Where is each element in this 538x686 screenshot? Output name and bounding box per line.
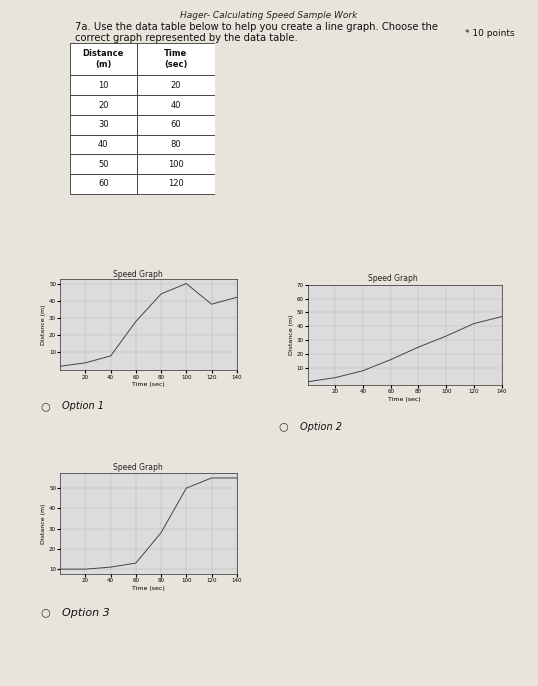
FancyBboxPatch shape xyxy=(137,174,215,194)
Text: * 10 points: * 10 points xyxy=(465,29,515,38)
Text: ○: ○ xyxy=(279,422,288,431)
FancyBboxPatch shape xyxy=(70,43,137,75)
Text: 20: 20 xyxy=(171,81,181,90)
Text: 60: 60 xyxy=(171,120,181,129)
X-axis label: Time (sec): Time (sec) xyxy=(388,397,421,402)
Text: correct graph represented by the data table.: correct graph represented by the data ta… xyxy=(75,33,298,43)
Text: Hager- Calculating Speed Sample Work: Hager- Calculating Speed Sample Work xyxy=(180,11,358,20)
Text: Option 2: Option 2 xyxy=(300,422,342,431)
FancyBboxPatch shape xyxy=(70,95,137,115)
Text: Option 1: Option 1 xyxy=(62,401,104,411)
FancyBboxPatch shape xyxy=(137,95,215,115)
Text: 50: 50 xyxy=(98,160,109,169)
Text: Time
(sec): Time (sec) xyxy=(164,49,188,69)
Text: Speed Graph: Speed Graph xyxy=(113,463,162,472)
Text: 60: 60 xyxy=(98,180,109,189)
Text: 80: 80 xyxy=(171,140,181,149)
FancyBboxPatch shape xyxy=(137,115,215,134)
Y-axis label: Distance (m): Distance (m) xyxy=(288,315,294,355)
Text: Distance
(m): Distance (m) xyxy=(83,49,124,69)
Y-axis label: Distance (m): Distance (m) xyxy=(41,305,46,345)
Text: ○: ○ xyxy=(40,401,50,411)
FancyBboxPatch shape xyxy=(70,154,137,174)
Text: 40: 40 xyxy=(171,101,181,110)
Text: 20: 20 xyxy=(98,101,109,110)
X-axis label: Time (sec): Time (sec) xyxy=(132,382,165,388)
Text: Option 3: Option 3 xyxy=(62,608,110,617)
FancyBboxPatch shape xyxy=(137,75,215,95)
X-axis label: Time (sec): Time (sec) xyxy=(132,586,165,591)
FancyBboxPatch shape xyxy=(70,174,137,194)
Text: 100: 100 xyxy=(168,160,184,169)
FancyBboxPatch shape xyxy=(70,134,137,154)
FancyBboxPatch shape xyxy=(137,134,215,154)
Text: 10: 10 xyxy=(98,81,109,90)
Text: 40: 40 xyxy=(98,140,109,149)
Text: ○: ○ xyxy=(40,608,50,617)
Text: 7a. Use the data table below to help you create a line graph. Choose the: 7a. Use the data table below to help you… xyxy=(75,22,438,32)
Text: 30: 30 xyxy=(98,120,109,129)
FancyBboxPatch shape xyxy=(70,75,137,95)
Text: 120: 120 xyxy=(168,180,184,189)
Text: Speed Graph: Speed Graph xyxy=(113,270,162,279)
FancyBboxPatch shape xyxy=(137,154,215,174)
Y-axis label: Distance (m): Distance (m) xyxy=(41,504,46,544)
Text: Speed Graph: Speed Graph xyxy=(368,274,417,283)
FancyBboxPatch shape xyxy=(70,115,137,134)
FancyBboxPatch shape xyxy=(137,43,215,75)
